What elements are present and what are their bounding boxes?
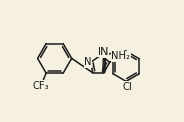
Text: NH₂: NH₂ [111,51,130,61]
Text: N: N [98,47,105,57]
Text: N: N [100,47,109,57]
Text: Cl: Cl [123,82,132,92]
Text: CF₃: CF₃ [33,81,49,91]
Text: N: N [84,57,92,67]
